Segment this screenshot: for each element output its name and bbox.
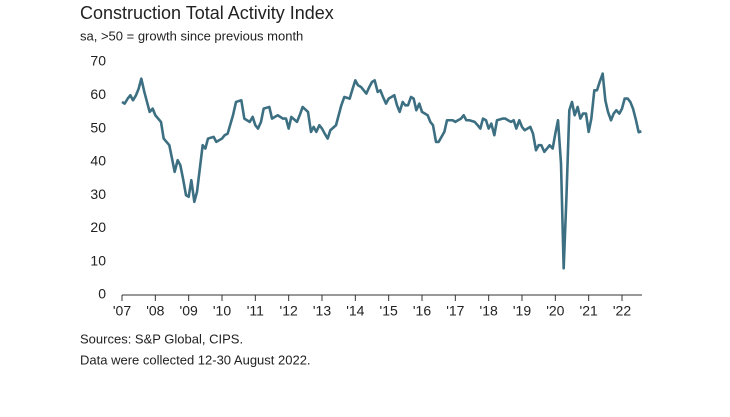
x-tick-label: '11	[247, 303, 264, 319]
x-tick-label: '17	[446, 303, 464, 319]
chart-title: Construction Total Activity Index	[80, 3, 334, 23]
data-line	[121, 72, 642, 270]
x-tick-label: '20	[546, 303, 564, 319]
x-tick-label: '08	[146, 303, 164, 319]
x-tick-label: '19	[513, 303, 531, 319]
y-tick-label: 60	[90, 86, 106, 102]
source-note: Sources: S&P Global, CIPS.	[80, 331, 243, 346]
x-tick-label: '12	[280, 303, 298, 319]
y-tick-label: 30	[90, 186, 106, 202]
x-tick-label: '14	[346, 303, 364, 319]
y-tick-label: 20	[90, 219, 106, 235]
chart-subtitle: sa, >50 = growth since previous month	[80, 28, 303, 43]
x-tick-label: '16	[413, 303, 431, 319]
x-tick-label: '18	[480, 303, 498, 319]
x-tick-label: '10	[213, 303, 231, 319]
x-tick-label: '09	[180, 303, 198, 319]
collection-note: Data were collected 12-30 August 2022.	[80, 352, 311, 367]
x-tick-label: '15	[380, 303, 398, 319]
x-tick-label: '07	[113, 303, 131, 319]
y-tick-label: 0	[98, 286, 106, 302]
y-tick-label: 40	[90, 153, 106, 169]
x-tick-label: '22	[613, 303, 631, 319]
y-tick-label: 70	[90, 53, 106, 69]
x-tick-label: '21	[580, 303, 598, 319]
y-tick-label: 50	[90, 119, 106, 135]
y-tick-label: 10	[90, 252, 106, 268]
x-tick-label: '13	[313, 303, 331, 319]
